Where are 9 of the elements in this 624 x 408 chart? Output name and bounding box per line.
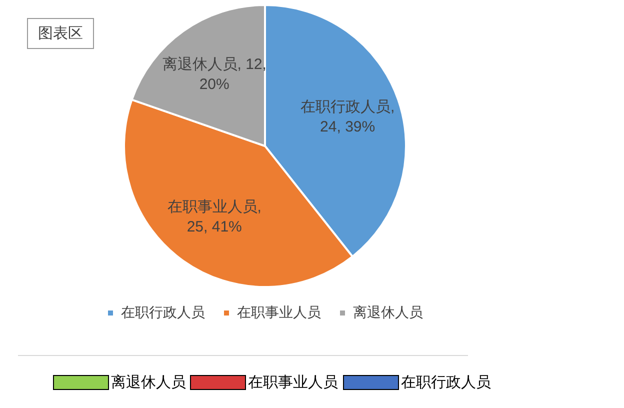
legend-label: 在职行政人员 [121, 304, 205, 320]
text: 在职事业人员 [248, 373, 338, 392]
text: 在职行政人员 [401, 373, 491, 392]
text: 图表区 [27, 18, 94, 49]
data-label: 在职行政人员, 24, 39% [300, 98, 395, 136]
legend-label: 离退休人员 [353, 304, 423, 320]
legend-label: 在职事业人员 [237, 304, 321, 320]
data-label: 在职事业人员, 25, 41% [167, 198, 262, 236]
text: 离退休人员 [111, 373, 186, 392]
